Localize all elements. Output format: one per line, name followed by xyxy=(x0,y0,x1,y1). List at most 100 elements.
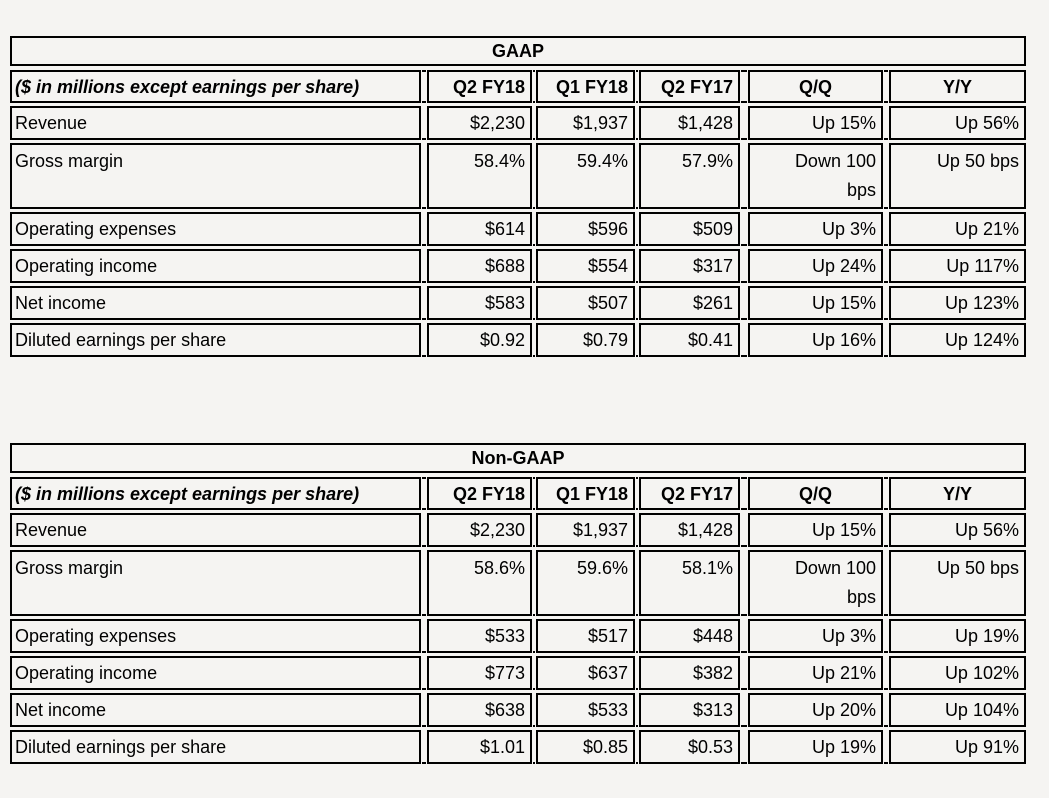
value-cell: Down 100 bps xyxy=(748,143,883,209)
table-row: Operating income $688 $554 $317 Up 24% Up 117… xyxy=(10,249,1026,283)
column-gap xyxy=(533,619,535,653)
value-cell: 58.6% xyxy=(427,550,532,616)
value-cell: $0.79 xyxy=(536,323,635,357)
value-cell: Up 16% xyxy=(748,323,883,357)
value-cell: Up 50 bps xyxy=(889,143,1026,209)
column-gap xyxy=(741,212,747,246)
unit-note: ($ in millions except earnings per share… xyxy=(10,477,421,510)
value-cell: $517 xyxy=(536,619,635,653)
value-cell: Up 3% xyxy=(748,619,883,653)
column-gap xyxy=(533,656,535,690)
table-row: Gross margin 58.4% 59.4% 57.9% Down 100 bps U… xyxy=(10,143,1026,209)
table-row: Operating expenses $533 $517 $448 Up 3% Up 19… xyxy=(10,619,1026,653)
value-cell: Up 104% xyxy=(889,693,1026,727)
column-gap xyxy=(533,106,535,140)
column-gap xyxy=(533,477,535,510)
column-header-q1-fy18: Q1 FY18 xyxy=(536,477,635,510)
value-cell: Up 19% xyxy=(748,730,883,764)
row-label: Revenue xyxy=(10,513,421,547)
row-label: Revenue xyxy=(10,106,421,140)
column-gap xyxy=(422,513,426,547)
column-gap xyxy=(533,550,535,616)
value-cell: $1,937 xyxy=(536,106,635,140)
value-cell: Up 3% xyxy=(748,212,883,246)
column-gap xyxy=(884,212,888,246)
column-gap xyxy=(884,730,888,764)
value-cell: Down 100 bps xyxy=(748,550,883,616)
column-header-q2-fy17: Q2 FY17 xyxy=(639,70,740,103)
column-gap xyxy=(741,619,747,653)
column-header-q1-fy18: Q1 FY18 xyxy=(536,70,635,103)
value-cell: $448 xyxy=(639,619,740,653)
column-header-q2-fy17: Q2 FY17 xyxy=(639,477,740,510)
column-gap xyxy=(422,730,426,764)
value-cell: $773 xyxy=(427,656,532,690)
value-cell: $1.01 xyxy=(427,730,532,764)
value-cell: $637 xyxy=(536,656,635,690)
row-label: Gross margin xyxy=(10,143,421,209)
value-cell: Up 15% xyxy=(748,513,883,547)
column-gap xyxy=(741,106,747,140)
row-label: Diluted earnings per share xyxy=(10,730,421,764)
row-label: Net income xyxy=(10,693,421,727)
row-label: Net income xyxy=(10,286,421,320)
value-cell: $533 xyxy=(427,619,532,653)
value-cell: $0.85 xyxy=(536,730,635,764)
value-cell: 58.4% xyxy=(427,143,532,209)
column-gap xyxy=(636,323,638,357)
column-gap xyxy=(884,693,888,727)
column-gap xyxy=(422,656,426,690)
column-gap xyxy=(741,143,747,209)
value-cell: Up 91% xyxy=(889,730,1026,764)
table-row: Operating expenses $614 $596 $509 Up 3% Up 21… xyxy=(10,212,1026,246)
column-gap xyxy=(636,730,638,764)
header-row: ($ in millions except earnings per share… xyxy=(10,477,1026,510)
value-cell: $509 xyxy=(639,212,740,246)
gaap-table: GAAP ($ in millions except earnings per s… xyxy=(10,36,1026,357)
column-gap xyxy=(741,70,747,103)
value-cell: $317 xyxy=(639,249,740,283)
value-cell: Up 102% xyxy=(889,656,1026,690)
value-cell: Up 124% xyxy=(889,323,1026,357)
header-row: ($ in millions except earnings per share… xyxy=(10,70,1026,103)
value-cell: Up 123% xyxy=(889,286,1026,320)
value-cell: 59.6% xyxy=(536,550,635,616)
column-gap xyxy=(884,477,888,510)
value-cell: Up 21% xyxy=(889,212,1026,246)
value-cell: Up 21% xyxy=(748,656,883,690)
table-row: Revenue $2,230 $1,937 $1,428 Up 15% Up 56% xyxy=(10,513,1026,547)
value-cell: 58.1% xyxy=(639,550,740,616)
value-cell: Up 15% xyxy=(748,106,883,140)
value-cell: 59.4% xyxy=(536,143,635,209)
value-cell: Up 50 bps xyxy=(889,550,1026,616)
column-gap xyxy=(741,249,747,283)
value-cell: $382 xyxy=(639,656,740,690)
column-header-q-q: Q/Q xyxy=(748,70,883,103)
column-gap xyxy=(741,323,747,357)
column-gap xyxy=(741,550,747,616)
value-cell: $596 xyxy=(536,212,635,246)
column-gap xyxy=(636,286,638,320)
column-gap xyxy=(533,212,535,246)
value-cell: $0.41 xyxy=(639,323,740,357)
column-gap xyxy=(741,656,747,690)
column-gap xyxy=(422,550,426,616)
value-cell: $507 xyxy=(536,286,635,320)
value-cell: $1,937 xyxy=(536,513,635,547)
row-label: Operating expenses xyxy=(10,212,421,246)
value-cell: $688 xyxy=(427,249,532,283)
column-gap xyxy=(636,477,638,510)
column-gap xyxy=(884,550,888,616)
column-gap xyxy=(741,693,747,727)
value-cell: Up 56% xyxy=(889,513,1026,547)
row-label: Operating income xyxy=(10,656,421,690)
column-gap xyxy=(533,70,535,103)
column-gap xyxy=(884,323,888,357)
value-cell: Up 20% xyxy=(748,693,883,727)
table-row: Diluted earnings per share $1.01 $0.85 $0.5… xyxy=(10,730,1026,764)
column-gap xyxy=(533,513,535,547)
value-cell: Up 15% xyxy=(748,286,883,320)
value-cell: $2,230 xyxy=(427,513,532,547)
column-gap xyxy=(533,249,535,283)
column-gap xyxy=(636,513,638,547)
